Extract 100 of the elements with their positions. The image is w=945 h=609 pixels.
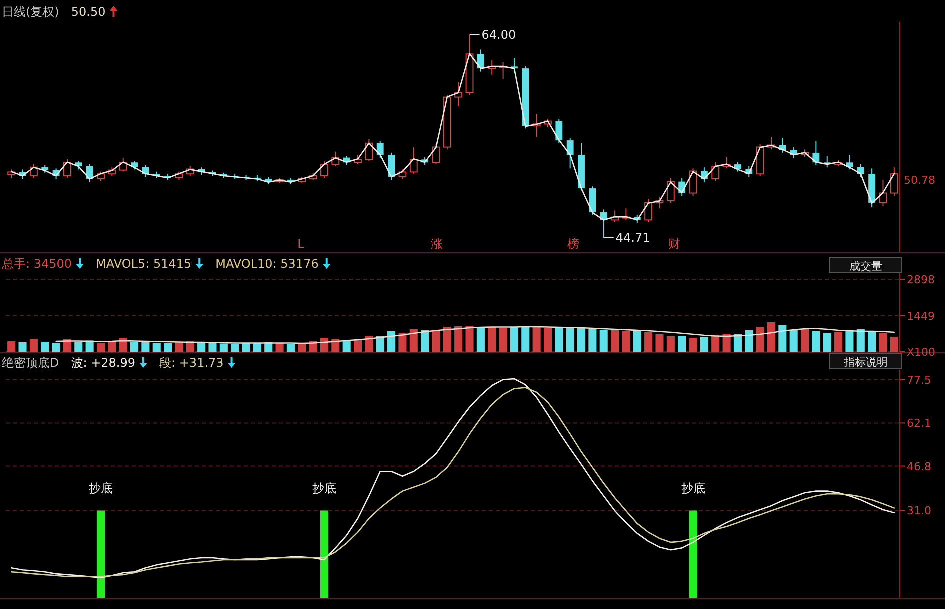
bar [198, 343, 206, 352]
candlestick [644, 198, 653, 223]
bar [745, 330, 754, 352]
annotation: 44.71 [616, 231, 650, 245]
candlestick [398, 169, 407, 180]
bar [678, 336, 686, 352]
bar [666, 336, 675, 352]
bar [398, 333, 407, 352]
annotation: 抄底 [681, 482, 706, 496]
candlestick [410, 147, 418, 174]
bar [52, 343, 60, 352]
annotation: 64.00 [482, 28, 516, 42]
y-tick-label: 31.0 [907, 504, 932, 518]
bar [756, 327, 764, 352]
bar [823, 333, 832, 352]
candlestick [712, 162, 720, 182]
bar [466, 326, 474, 352]
bar [208, 343, 217, 352]
text: MAVOL5: 51415 [96, 257, 192, 271]
bar [175, 342, 184, 352]
bar [421, 330, 430, 352]
bar [510, 327, 518, 352]
y-tick-label: 1449 [907, 310, 935, 323]
bar [74, 342, 83, 352]
candlestick [566, 138, 574, 170]
bar [242, 344, 250, 352]
bar [566, 328, 574, 352]
bar [320, 338, 329, 352]
bar [388, 332, 396, 352]
bar [555, 327, 564, 352]
bar [164, 344, 172, 352]
candlestick [890, 167, 898, 197]
bar [767, 322, 776, 352]
bar [354, 340, 362, 352]
bar [41, 342, 50, 352]
annotation: 榜 [568, 237, 580, 251]
bar [622, 331, 630, 352]
chart-title: 日线(复权) [2, 5, 60, 19]
bar [332, 339, 340, 352]
annotation: 抄底 [88, 482, 113, 496]
bar [890, 337, 898, 352]
bar [231, 344, 240, 352]
bar [152, 343, 161, 352]
bar [443, 327, 452, 352]
annotation: 成交量 [850, 260, 882, 273]
y-tick-label: 77.5 [907, 374, 932, 387]
bar [734, 334, 742, 352]
bar [432, 330, 440, 352]
text: 指标说明 [843, 356, 888, 369]
bar [286, 344, 295, 352]
bar [142, 342, 150, 352]
bar [879, 333, 888, 352]
y-tick-label: 46.8 [907, 460, 932, 474]
chart-title: 绝密顶底D [2, 356, 60, 370]
candlestick [320, 160, 328, 179]
bar [689, 338, 698, 352]
annotation: 财 [668, 237, 681, 251]
bar [856, 330, 865, 352]
bar [488, 328, 496, 352]
bar [130, 342, 139, 352]
candlestick [589, 186, 596, 216]
bar [800, 330, 810, 352]
bar [186, 342, 194, 352]
bar [700, 337, 708, 352]
bar [410, 330, 418, 352]
bar [846, 330, 854, 352]
candlestick [388, 152, 395, 181]
bar [633, 332, 642, 352]
line-series [56, 326, 896, 344]
bar [376, 336, 384, 352]
candlestick [734, 162, 742, 172]
text: 50.50 [71, 5, 106, 19]
bar [220, 344, 228, 352]
text: 总手: 34500 [1, 257, 72, 271]
text: 波: +28.99 [71, 356, 136, 370]
bar [96, 343, 106, 352]
bar [611, 330, 620, 352]
bar [454, 326, 463, 352]
annotation: 涨 [430, 237, 443, 251]
bar [712, 335, 720, 352]
bar [722, 334, 731, 352]
bar [276, 344, 284, 352]
bar [778, 326, 787, 352]
y-tick-label: 62.1 [907, 417, 932, 430]
candlestick [846, 154, 854, 170]
candlestick [64, 158, 72, 179]
bar [499, 328, 508, 352]
bar [119, 338, 128, 352]
bar [868, 332, 876, 352]
y-tick-label: X100 [907, 346, 936, 359]
bar [522, 326, 530, 352]
candlestick [454, 82, 463, 108]
bar [644, 332, 653, 352]
bar [476, 327, 485, 352]
text: MAVOL10: 53176 [216, 257, 319, 271]
annotation: 抄底 [312, 482, 336, 496]
bar [656, 334, 664, 352]
candlestick [556, 118, 563, 144]
bar [600, 330, 608, 352]
candlestick [477, 49, 484, 72]
